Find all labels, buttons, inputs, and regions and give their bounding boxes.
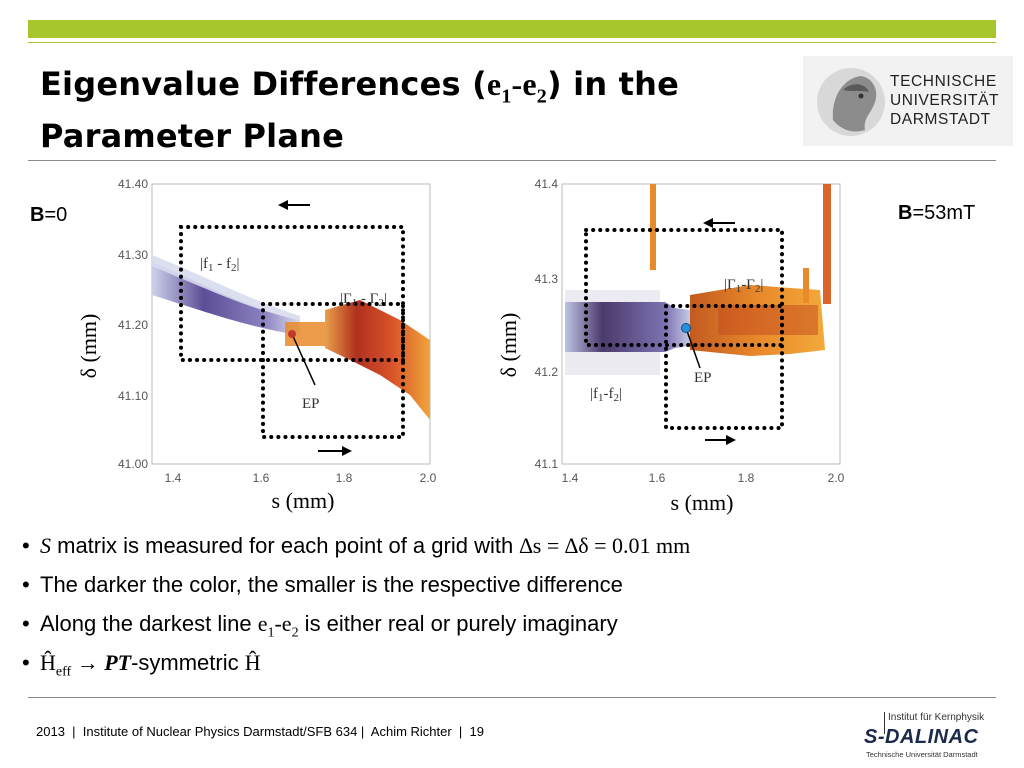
right-ytick: 41.4: [535, 177, 559, 191]
right-xtick: 2.0: [828, 471, 845, 485]
right-gamma-label: |Γ1-Γ2|: [724, 277, 763, 295]
athena-head-icon: [817, 68, 885, 136]
right-xtick: 1.8: [738, 471, 755, 485]
right-ep-marker: [681, 323, 691, 333]
right-orange-core: [718, 305, 818, 335]
left-eigenvalue-plot: EP |f1 - f2| |Γ1 - Γ2| 41.40 41.30 41.20…: [76, 177, 437, 513]
left-xtick: 2.0: [420, 471, 437, 485]
top-accent-line: [28, 42, 996, 43]
left-xtick: 1.6: [253, 471, 270, 485]
right-outer-loop: [584, 228, 784, 347]
slide-title: Eigenvalue Differences (e1-e2) in the Pa…: [40, 64, 790, 156]
right-ytick: 41.2: [535, 365, 559, 379]
left-ytick: 41.40: [118, 177, 148, 191]
left-ep-label: EP: [302, 396, 320, 412]
left-ytick: 41.20: [118, 318, 148, 332]
left-ytick: 41.10: [118, 389, 148, 403]
tu-darmstadt-logo: [803, 56, 1013, 146]
left-xtick: 1.4: [165, 471, 182, 485]
right-arrow-top: [703, 218, 735, 228]
right-eigenvalue-plot: EP |Γ1-Γ2| |f1-f2| 41.4 41.3 41.2 41.1 1…: [496, 177, 845, 515]
left-field-label: B=0: [30, 204, 68, 226]
left-xlabel: s (mm): [272, 488, 335, 513]
footer-separator: [28, 697, 996, 698]
right-field-label: B=53mT: [898, 202, 976, 224]
left-arrow-bottom: [318, 446, 352, 456]
left-ylabel: δ (mm): [76, 314, 101, 379]
bullet-item: Ĥeff → PT-symmetric Ĥ: [18, 643, 978, 682]
left-ep-marker: [288, 330, 296, 338]
top-accent-bar: [28, 20, 996, 38]
left-ep-pointer: [291, 333, 316, 386]
right-inner-loop: [664, 304, 784, 430]
bullet-list: S matrix is measured for each point of a…: [18, 526, 978, 682]
title-text-end: ) in the: [546, 65, 680, 103]
right-purple-band: [565, 302, 690, 352]
left-f-label: |f1 - f2|: [200, 256, 240, 274]
right-arrow-bottom: [705, 435, 736, 445]
title-text: Eigenvalue Differences (: [40, 65, 487, 103]
footer-text: 2013 | Institute of Nuclear Physics Darm…: [36, 724, 484, 739]
bullet-item: The darker the color, the smaller is the…: [18, 565, 978, 604]
title-e1: e1-e2: [486, 66, 547, 108]
right-xtick: 1.4: [562, 471, 579, 485]
right-ytick: 41.3: [535, 272, 559, 286]
right-streak: [823, 184, 831, 304]
left-ytick: 41.00: [118, 457, 148, 471]
right-f-label: |f1-f2|: [590, 386, 622, 404]
bullet-item: Along the darkest line e1-e2 is either r…: [18, 604, 978, 643]
left-inner-loop: [261, 302, 405, 439]
logo-text: TECHNISCHE UNIVERSITÄT DARMSTADT: [890, 73, 1000, 128]
right-ep-pointer: [685, 327, 701, 369]
right-streak: [803, 268, 809, 303]
sdalinac-logo: Institut für Kernphysik S-DALINAC Techni…: [864, 712, 985, 759]
left-ytick: 41.30: [118, 248, 148, 262]
title-line2: Parameter Plane: [40, 117, 345, 156]
left-gamma-label: |Γ1 - Γ2|: [340, 291, 387, 309]
right-streak: [650, 184, 656, 270]
right-xtick: 1.6: [649, 471, 666, 485]
right-xlabel: s (mm): [671, 490, 734, 515]
bullet-item: S matrix is measured for each point of a…: [18, 526, 978, 565]
left-xtick: 1.8: [336, 471, 353, 485]
right-ylabel: δ (mm): [496, 313, 521, 378]
right-ep-label: EP: [694, 370, 712, 386]
right-ytick: 41.1: [535, 457, 559, 471]
header-separator: [28, 160, 996, 161]
left-arrow-top: [278, 200, 310, 210]
